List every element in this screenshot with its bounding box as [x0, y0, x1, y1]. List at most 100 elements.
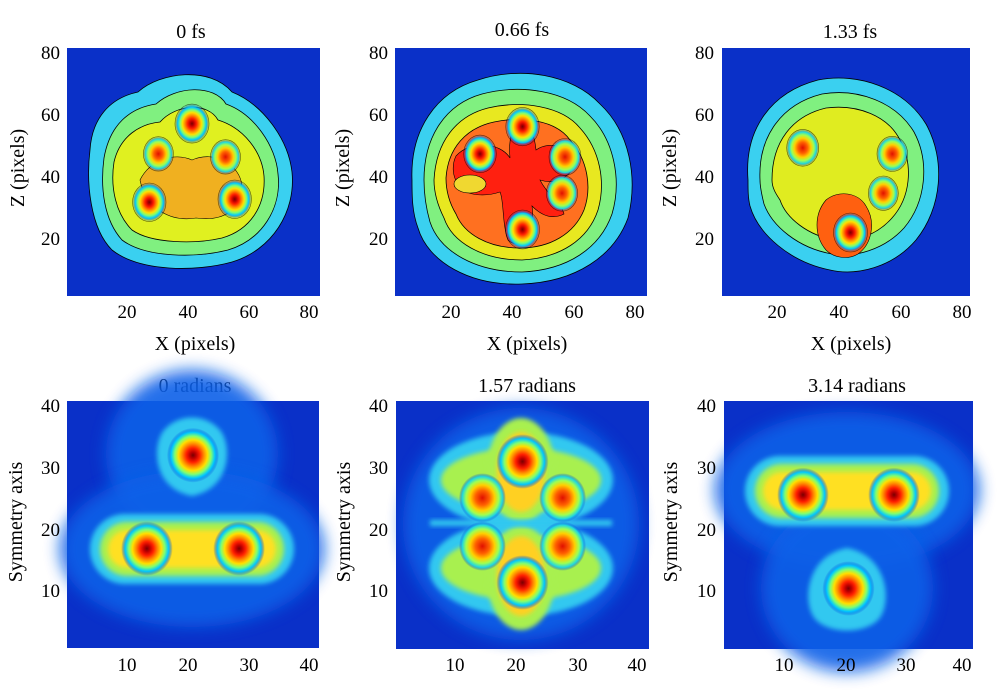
x-axis-label: X (pixels) — [811, 333, 892, 355]
intensity-peak — [505, 107, 540, 147]
x-tick-label: 80 — [953, 302, 972, 323]
y-tick-label: 20 — [695, 229, 714, 250]
x-axis-label: X (pixels) — [155, 333, 236, 355]
intensity-peak — [833, 212, 868, 253]
x-tick-label: 40 — [503, 302, 522, 323]
x-axis: 10 20 30 40 — [446, 655, 647, 676]
intensity-peak — [868, 467, 920, 522]
intensity-peak — [539, 521, 586, 571]
y-tick-label: 40 — [41, 396, 60, 417]
intensity-peak — [786, 129, 820, 167]
x-tick-label: 20 — [768, 302, 787, 323]
x-tick-label: 40 — [830, 302, 849, 323]
y-tick-label: 30 — [369, 458, 388, 479]
panel-title: 0 fs — [176, 21, 206, 43]
heat-peaks — [786, 129, 908, 253]
y-tick-label: 20 — [697, 520, 716, 541]
intensity-peak — [143, 136, 174, 172]
y-tick-label: 60 — [695, 105, 714, 126]
y-tick-label: 40 — [369, 396, 388, 417]
x-axis: 10 20 30 40 — [118, 655, 319, 676]
y-axis: 10 20 30 40 Symmetry axis — [660, 396, 716, 602]
y-tick-label: 40 — [41, 167, 60, 188]
x-tick-label: 20 — [118, 302, 137, 323]
simulation-plot-area — [60, 370, 324, 648]
intensity-peak — [876, 135, 908, 172]
y-tick-label: 60 — [369, 105, 388, 126]
contour-plot-area — [722, 48, 970, 296]
x-tick-label: 10 — [118, 655, 137, 676]
y-tick-label: 10 — [697, 581, 716, 602]
x-axis: 10 20 30 40 — [775, 655, 972, 676]
x-tick-label: 60 — [892, 302, 911, 323]
intensity-peak — [213, 521, 265, 576]
y-axis: 10 20 30 40 Symmetry axis — [333, 396, 388, 602]
intensity-peak — [546, 174, 578, 212]
y-tick-label: 20 — [41, 229, 60, 250]
intensity-peak — [459, 521, 506, 571]
intensity-peak — [505, 209, 540, 250]
panel-title: 1.57 radians — [478, 375, 576, 397]
heat-peaks — [459, 434, 586, 610]
x-tick-label: 20 — [507, 655, 526, 676]
y-tick-label: 20 — [41, 520, 60, 541]
x-tick-label: 30 — [897, 655, 916, 676]
heat-peaks — [132, 103, 252, 222]
heat-peaks — [777, 467, 920, 616]
intensity-peak — [459, 473, 506, 523]
intensity-peak — [548, 138, 582, 176]
intensity-peak — [132, 182, 167, 222]
panel-1-33fs: 1.33 fs 20 40 60 80 X (pixels) 20 40 60 … — [659, 21, 972, 355]
intensity-peak — [822, 561, 875, 616]
x-tick-label: 40 — [953, 655, 972, 676]
intensity-peak — [210, 139, 241, 175]
x-tick-label: 80 — [300, 302, 319, 323]
y-axis-label: Z (pixels) — [659, 129, 681, 207]
y-axis: 20 40 60 80 Z (pixels) — [659, 43, 714, 250]
x-tick-label: 80 — [626, 302, 645, 323]
x-axis-label: X (pixels) — [487, 333, 568, 355]
y-tick-label: 30 — [697, 458, 716, 479]
y-tick-label: 80 — [41, 43, 60, 64]
intensity-peak — [217, 179, 252, 219]
x-tick-label: 40 — [628, 655, 647, 676]
y-tick-label: 40 — [695, 167, 714, 188]
panel-0-66fs: 0.66 fs 20 40 60 80 X (pixels) 20 40 60 … — [332, 19, 647, 355]
x-tick-label: 20 — [179, 655, 198, 676]
y-axis: 20 40 60 80 Z (pixels) — [332, 43, 388, 250]
panel-title: 1.33 fs — [823, 21, 878, 43]
x-tick-label: 10 — [446, 655, 465, 676]
panel-3-14-radians: 3.14 radians 10 20 30 40 10 20 30 40 Sym… — [660, 375, 979, 676]
panel-0fs: 0 fs 20 40 60 80 X (pixels) 20 40 60 80 … — [7, 21, 320, 355]
y-tick-label: 40 — [369, 167, 388, 188]
contour-plot-area — [395, 48, 647, 296]
contour-plot-area — [67, 48, 320, 296]
intensity-peak — [539, 473, 586, 523]
y-axis: 20 40 60 80 Z (pixels) — [7, 43, 60, 250]
y-axis-label: Symmetry axis — [5, 462, 27, 583]
x-axis: 20 40 60 80 X (pixels) — [768, 302, 972, 355]
intensity-peak — [777, 467, 829, 522]
y-axis-label: Z (pixels) — [7, 129, 29, 207]
heat-peaks — [121, 427, 265, 576]
y-tick-label: 80 — [369, 43, 388, 64]
panel-1-57-radians: 1.57 radians 10 20 30 40 10 20 30 40 Sy — [333, 375, 649, 676]
y-tick-label: 20 — [369, 520, 388, 541]
intensity-peak — [496, 555, 549, 610]
x-axis: 20 40 60 80 X (pixels) — [442, 302, 645, 355]
x-tick-label: 40 — [300, 655, 319, 676]
x-tick-label: 60 — [240, 302, 259, 323]
intensity-peak — [121, 521, 173, 576]
x-tick-label: 10 — [775, 655, 794, 676]
y-tick-label: 10 — [369, 581, 388, 602]
x-tick-label: 60 — [565, 302, 584, 323]
intensity-peak — [463, 134, 497, 173]
y-tick-label: 40 — [697, 396, 716, 417]
y-tick-label: 30 — [41, 458, 60, 479]
heat-peaks — [463, 107, 582, 250]
y-axis-label: Symmetry axis — [660, 462, 682, 583]
x-tick-label: 30 — [240, 655, 259, 676]
intensity-peak — [167, 427, 219, 483]
y-tick-label: 10 — [41, 581, 60, 602]
